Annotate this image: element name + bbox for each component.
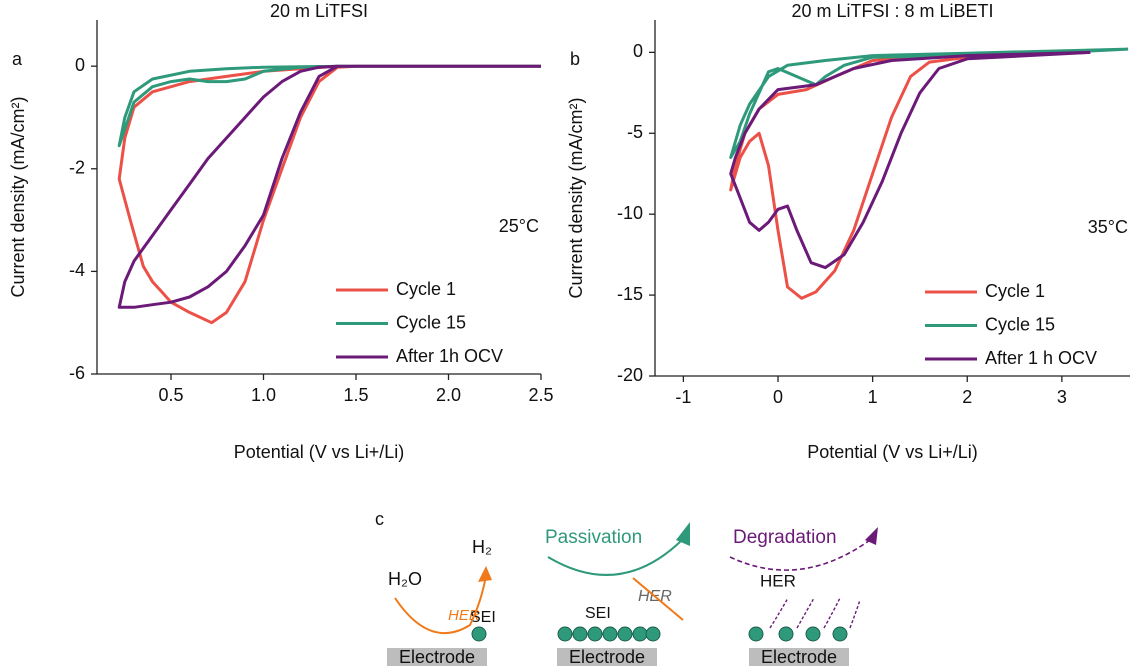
y-axis-label: Current density (mA/cm²) [566,97,586,298]
data-line [117,64,541,325]
x-tick-label: 2.5 [528,385,553,405]
y-axis-label: Current density (mA/cm²) [8,96,28,297]
x-tick-label: 3 [1057,387,1067,407]
product: H₂ [472,537,492,557]
data-line [729,47,1129,159]
sei-particle [471,626,487,642]
sei-layer [557,626,661,642]
arrowhead [676,522,690,546]
chart-title: 20 m LiTFSI : 8 m LiBETI [791,1,993,21]
legend-label: Cycle 1 [985,281,1045,301]
layer: SEI [585,605,611,622]
layer: SEI [470,609,496,626]
arrow [729,539,871,571]
legend-label: After 1h OCV [396,346,503,366]
sei-particles [748,626,848,642]
y-tick-label: -6 [69,363,85,383]
y-tick-label: -15 [617,284,643,304]
y-tick-label: 0 [75,55,85,75]
legend-label: Cycle 15 [396,312,466,332]
x-tick-label: 0.5 [158,385,183,405]
process: Degradation [733,527,837,548]
y-tick-label: -4 [69,260,85,280]
reactant: H₂O [388,569,422,589]
x-tick-label: -1 [675,387,691,407]
y-tick-label: 0 [633,41,643,61]
y-tick-label: -20 [617,365,643,385]
x-tick-label: 1.5 [343,385,368,405]
y-tick-label: -2 [69,158,85,178]
panel-label: a [12,49,23,69]
electrode [749,648,849,666]
strike [632,577,684,621]
y-tick-label: -10 [617,203,643,223]
electrode-label: Electrode [761,647,837,666]
arrow [547,539,683,576]
legend-label: Cycle 1 [396,279,456,299]
diagram: c Electrode H₂O H₂ HER SEI Electrode SEI… [375,509,878,666]
x-tick-label: 0 [773,387,783,407]
x-tick-label: 2.0 [436,385,461,405]
x-axis-label: Potential (V vs Li+/Li) [807,442,978,462]
electrode-label: Electrode [569,647,645,666]
annotation: 35°C [1088,217,1128,237]
arrowhead [865,527,878,545]
data-line [117,64,541,148]
x-axis-label: Potential (V vs Li+/Li) [234,442,405,462]
x-tick-label: 1 [868,387,878,407]
process: Passivation [545,527,642,548]
x-tick-label: 1.0 [251,385,276,405]
panel-label: c [375,509,384,529]
bubbles [769,597,861,629]
electrode-label: Electrode [399,647,475,666]
chart-title: 20 m LiTFSI [270,1,368,21]
x-tick-label: 2 [962,387,972,407]
arrowhead [478,566,492,582]
annotation: 25°C [499,216,539,236]
data-line [729,50,1091,270]
reaction: HER [760,571,796,590]
legend-label: Cycle 15 [985,314,1055,334]
data-line [117,64,541,309]
electrode [557,648,657,666]
legend-label: After 1 h OCV [985,348,1097,368]
electrode [387,648,487,666]
y-tick-label: -5 [627,122,643,142]
arrow [394,574,487,635]
panel-label: b [570,49,580,69]
